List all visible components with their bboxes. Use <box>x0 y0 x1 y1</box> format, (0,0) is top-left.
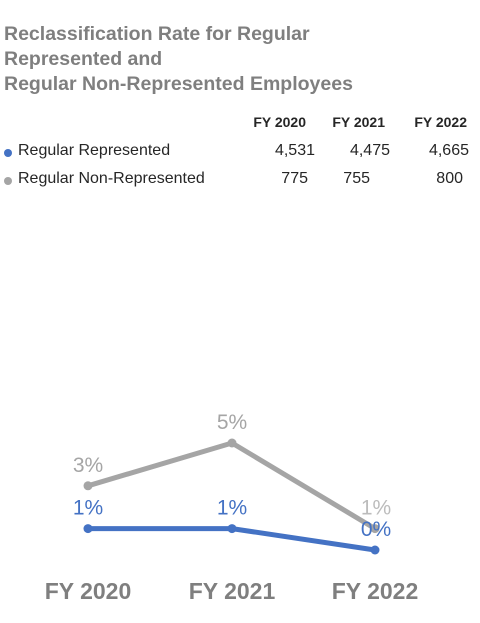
title-line-3: Regular Non-Represented Employees <box>4 73 353 95</box>
data-label-regular-represented-fy-2020: 1% <box>73 497 103 520</box>
count-represented-fy2020: 4,531 <box>274 142 315 159</box>
data-label-regular-represented-fy-2022: 0% <box>361 518 391 541</box>
legend-row-non-represented: Regular Non-Represented 775 755 800 <box>0 170 480 192</box>
legend-label-represented: Regular Represented <box>18 142 171 159</box>
data-point-regular-represented-fy-2022 <box>370 545 380 555</box>
chart-title: Reclassification Rate for Regular Repres… <box>4 22 474 97</box>
table-header-fy2021: FY 2021 <box>332 114 385 130</box>
data-label-regular-non-represented-fy-2021: 5% <box>217 411 247 434</box>
count-represented-fy2022: 4,665 <box>428 142 469 159</box>
table-header-fy2022: FY 2022 <box>414 114 467 130</box>
count-non-represented-fy2022: 800 <box>436 170 463 187</box>
data-label-regular-non-represented-fy-2020: 3% <box>73 454 103 477</box>
title-line-2: Represented and <box>4 48 163 70</box>
data-point-regular-non-represented-fy-2021 <box>227 438 237 448</box>
legend-marker-represented <box>4 149 12 157</box>
count-non-represented-fy2021: 755 <box>343 170 370 187</box>
data-point-regular-non-represented-fy-2020 <box>83 481 93 491</box>
line-chart: 3%5%1%1% 1%0%FY 2020 FY 2021 FY 2022 <box>45 411 419 604</box>
x-tick-label-fy-2020: FY 2020 <box>45 578 132 604</box>
x-tick-label-fy-2022: FY 2022 <box>332 578 419 604</box>
data-label-regular-represented-fy-2021: 1% <box>217 497 247 520</box>
count-non-represented-fy2020: 775 <box>281 170 308 187</box>
legend-marker-non-represented <box>4 177 12 185</box>
table-header-fy2020: FY 2020 <box>253 114 306 130</box>
x-tick-label-fy-2021: FY 2021 <box>189 578 276 604</box>
data-point-regular-represented-fy-2021 <box>227 524 237 534</box>
legend-label-non-represented: Regular Non-Represented <box>18 170 205 187</box>
data-label-regular-non-represented-fy-2022: 1% <box>361 497 391 520</box>
legend-row-represented: Regular Represented 4,531 4,475 4,665 <box>0 142 480 164</box>
count-represented-fy2021: 4,475 <box>349 142 390 159</box>
title-line-1: Reclassification Rate for Regular <box>4 23 310 45</box>
data-point-regular-represented-fy-2020 <box>83 524 93 534</box>
data-point-regular-non-represented-fy-2022 <box>370 524 380 534</box>
